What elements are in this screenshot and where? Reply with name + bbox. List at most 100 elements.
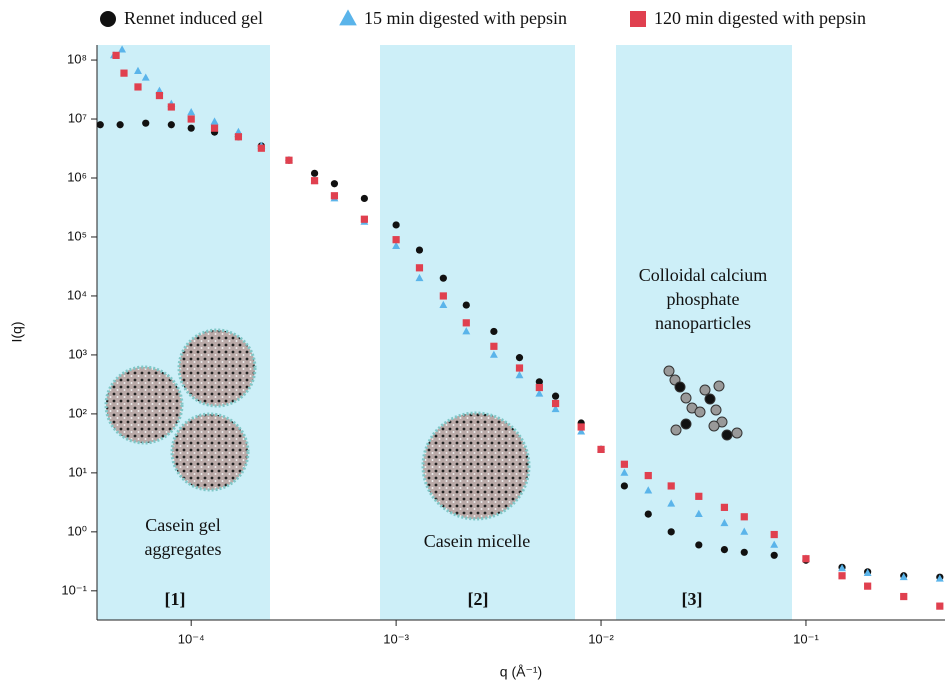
data-point — [134, 83, 142, 91]
data-point — [695, 492, 703, 500]
data-point — [490, 342, 498, 350]
region-2 — [380, 45, 575, 620]
y-tick-label: 10⁴ — [67, 287, 87, 302]
data-point — [620, 460, 628, 468]
y-tick-label: 10⁰ — [67, 523, 87, 538]
data-point — [535, 378, 543, 386]
data-point — [415, 264, 424, 272]
data-point — [210, 117, 219, 125]
y-tick-label: 10⁷ — [68, 110, 87, 125]
data-point — [667, 528, 675, 536]
region-label: [3] — [682, 589, 703, 609]
data-point — [694, 509, 703, 517]
data-point — [535, 383, 543, 392]
data-point — [187, 124, 195, 132]
annotation: phosphate — [667, 289, 740, 309]
data-point — [187, 115, 195, 123]
annotation: Casein gel — [145, 515, 220, 535]
legend-marker — [339, 9, 357, 26]
data-point — [167, 121, 175, 129]
data-point — [439, 274, 447, 282]
y-tick-label: 10⁶ — [67, 169, 87, 184]
data-point — [936, 602, 944, 610]
data-point — [415, 273, 424, 282]
data-point — [392, 236, 400, 244]
annotation: nanoparticles — [655, 313, 751, 333]
shaded-regions — [97, 45, 792, 620]
data-point — [720, 518, 729, 527]
data-point — [900, 592, 908, 601]
data-point — [551, 392, 560, 400]
data-point — [134, 66, 142, 74]
data-point — [330, 192, 339, 200]
annotation: aggregates — [145, 539, 222, 559]
y-tick-label: 10³ — [68, 346, 87, 361]
data-point — [667, 482, 675, 490]
data-point — [462, 327, 471, 335]
data-point — [695, 541, 703, 549]
nanoparticle — [663, 365, 743, 441]
data-point — [740, 513, 748, 521]
y-tick-label: 10¹ — [68, 464, 87, 479]
y-tick-label: 10⁸ — [67, 51, 87, 66]
legend-label: Rennet induced gel — [124, 8, 263, 28]
x-axis-label: q (Å⁻¹) — [500, 664, 542, 680]
y-tick-label: 10⁻¹ — [61, 582, 87, 597]
data-point — [863, 568, 872, 576]
data-point — [720, 545, 729, 554]
data-point — [838, 564, 847, 572]
data-point — [515, 364, 524, 372]
data-point — [310, 169, 319, 177]
data-point — [935, 574, 944, 582]
data-point — [96, 121, 104, 129]
data-point — [740, 548, 748, 556]
y-tick-label: 10² — [68, 405, 87, 420]
region-label: [2] — [468, 589, 489, 609]
x-tick-label: 10⁻³ — [383, 631, 409, 646]
data-point — [770, 530, 778, 539]
data-point — [620, 482, 628, 490]
data-point — [535, 389, 544, 397]
region-1 — [97, 45, 270, 620]
data-point — [864, 582, 872, 590]
data-point — [330, 180, 339, 188]
region-3 — [616, 45, 792, 620]
data-point — [167, 103, 175, 111]
data-point — [116, 121, 124, 129]
illustrations — [104, 328, 531, 521]
data-point — [899, 572, 908, 581]
data-point — [360, 215, 368, 223]
data-point — [577, 427, 586, 435]
data-point — [551, 404, 560, 413]
data-point — [802, 555, 810, 563]
legend-marker — [630, 11, 646, 27]
data-point — [740, 527, 749, 535]
data-point — [515, 371, 524, 379]
data-point — [310, 177, 319, 185]
data-point — [490, 327, 498, 336]
data-point — [462, 301, 470, 309]
y-axis-label: I(q) — [9, 322, 25, 343]
data-point — [234, 133, 243, 141]
data-point — [142, 119, 150, 127]
x-tick-label: 10⁻⁴ — [178, 631, 205, 646]
legend-marker — [100, 11, 116, 27]
data-point — [360, 194, 368, 203]
data-point — [118, 45, 127, 53]
data-point — [838, 572, 846, 580]
data-point — [285, 156, 293, 164]
data-point — [489, 350, 498, 358]
data-point — [667, 499, 676, 507]
legend-label: 120 min digested with pepsin — [654, 8, 866, 28]
data-point — [644, 471, 652, 480]
data-point — [644, 486, 653, 494]
x-tick-label: 10⁻² — [588, 631, 614, 646]
data-point — [551, 399, 560, 408]
annotation: Casein micelle — [424, 531, 530, 551]
data-point — [141, 73, 150, 81]
data-point — [770, 540, 779, 548]
data-point — [577, 423, 585, 431]
region-label: [1] — [165, 589, 186, 609]
x-tick-label: 10⁻¹ — [793, 631, 819, 646]
